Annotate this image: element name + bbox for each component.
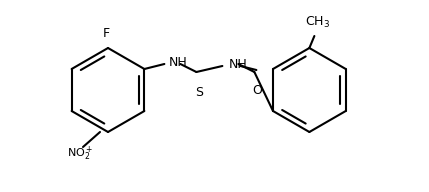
Text: NO$_2^+$: NO$_2^+$	[67, 145, 93, 163]
Text: F: F	[103, 27, 109, 40]
Text: O: O	[252, 84, 262, 97]
Text: S: S	[195, 86, 203, 99]
Text: CH$_3$: CH$_3$	[305, 15, 330, 30]
Text: NH: NH	[168, 55, 187, 69]
Text: NH: NH	[228, 57, 247, 70]
